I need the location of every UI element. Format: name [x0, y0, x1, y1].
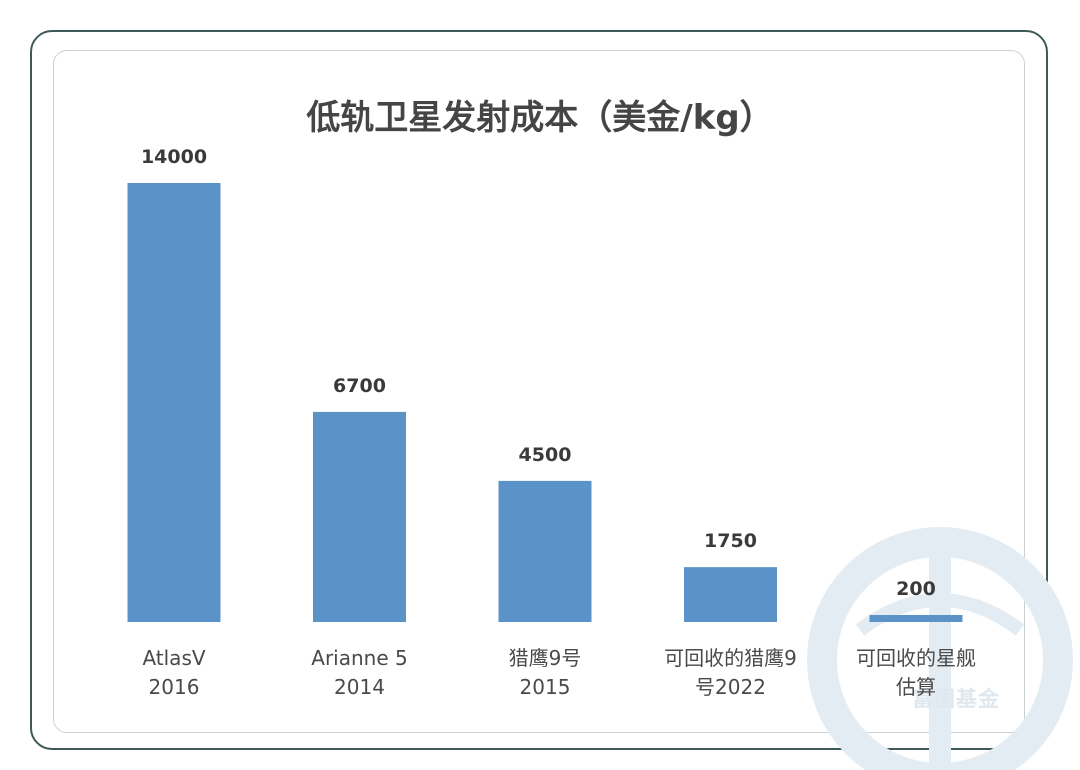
bar-3 [684, 567, 777, 622]
category-label-0-0: AtlasV [142, 646, 205, 670]
value-label-3: 1750 [704, 530, 757, 552]
category-label-3-0: 可回收的猎鹰9 [664, 646, 797, 670]
bar-2 [498, 480, 592, 622]
category-label-0-1: 2016 [149, 675, 200, 699]
category-label-3-1: 号2022 [695, 675, 766, 699]
value-label-1: 6700 [333, 375, 386, 397]
value-label-2: 4500 [519, 444, 572, 466]
bar-0 [127, 183, 221, 622]
category-label-1-0: Arianne 5 [311, 646, 407, 670]
category-label-2-0: 猎鹰9号 [509, 646, 582, 670]
category-label-4-0: 可回收的星舰 [856, 646, 976, 670]
bar-1 [313, 411, 406, 622]
value-label-4: 200 [896, 578, 936, 600]
chart-title: 低轨卫星发射成本（美金/kg） [306, 98, 774, 138]
value-label-0: 14000 [141, 146, 207, 168]
category-label-4-1: 估算 [896, 675, 936, 699]
bar-4 [869, 615, 963, 622]
category-label-2-1: 2015 [520, 675, 571, 699]
category-label-1-1: 2014 [334, 675, 385, 699]
